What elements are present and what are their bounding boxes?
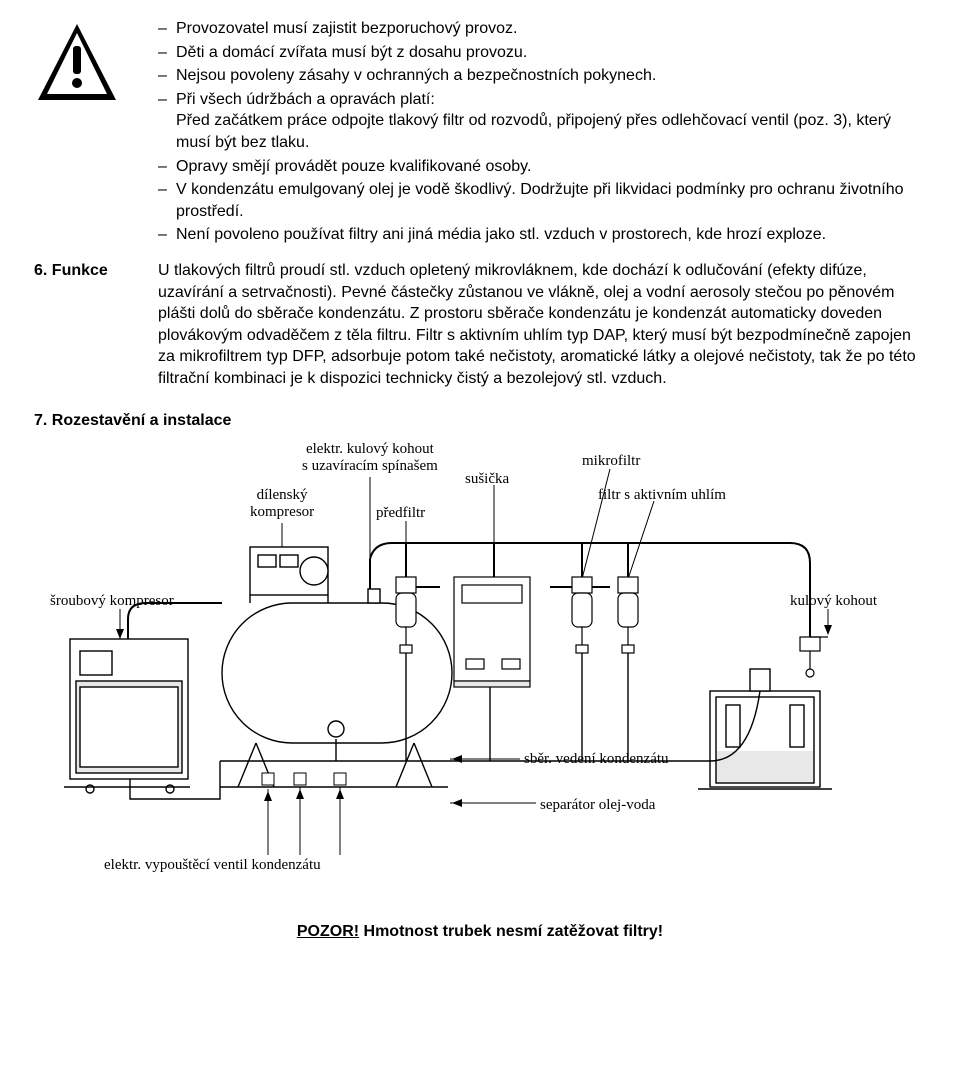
- warning-block: Provozovatel musí zajistit bezporuchový …: [34, 18, 926, 256]
- section-6-text: U tlakových filtrů proudí stl. vzduch op…: [158, 260, 926, 390]
- bullet-list-cell: Provozovatel musí zajistit bezporuchový …: [158, 18, 926, 256]
- installation-diagram: elektr. kulový kohout s uzavíracím spína…: [50, 439, 910, 899]
- bottom-warning: POZOR! Hmotnost trubek nesmí zatěžovat f…: [34, 921, 926, 943]
- section-6-label: 6. Funkce: [34, 260, 158, 282]
- bullet-text: Nejsou povoleny zásahy v ochranných a be…: [176, 67, 656, 84]
- list-item: Při všech údržbách a opravách platí: Pře…: [158, 89, 926, 154]
- section-6-body: U tlakových filtrů proudí stl. vzduch op…: [158, 260, 926, 400]
- list-item: V kondenzátu emulgovaný olej je vodě ško…: [158, 179, 926, 222]
- page: Provozovatel musí zajistit bezporuchový …: [0, 0, 960, 971]
- list-item: Děti a domácí zvířata musí být z dosahu …: [158, 42, 926, 64]
- bullet-text: V kondenzátu emulgovaný olej je vodě ško…: [176, 181, 904, 220]
- warning-prefix: POZOR!: [297, 923, 359, 940]
- bullet-text: Provozovatel musí zajistit bezporuchový …: [176, 20, 517, 37]
- list-item: Provozovatel musí zajistit bezporuchový …: [158, 18, 926, 40]
- section-6: 6. Funkce U tlakových filtrů proudí stl.…: [34, 260, 926, 400]
- bullet-text: Opravy smějí provádět pouze kvalifikovan…: [176, 158, 531, 175]
- bullet-text: Není povoleno používat filtry ani jiná m…: [176, 226, 826, 243]
- warning-text: Hmotnost trubek nesmí zatěžovat filtry!: [359, 923, 663, 940]
- diagram-svg: [50, 439, 910, 899]
- bullet-text: Děti a domácí zvířata musí být z dosahu …: [176, 44, 527, 61]
- list-item: Opravy smějí provádět pouze kvalifikovan…: [158, 156, 926, 178]
- list-item: Nejsou povoleny zásahy v ochranných a be…: [158, 65, 926, 87]
- warning-icon-cell: [34, 18, 158, 115]
- warning-icon: [34, 20, 120, 108]
- section-7-label: 7. Rozestavění a instalace: [34, 410, 926, 432]
- bullet-list: Provozovatel musí zajistit bezporuchový …: [158, 18, 926, 246]
- list-item: Není povoleno používat filtry ani jiná m…: [158, 224, 926, 246]
- bullet-text: Při všech údržbách a opravách platí: Pře…: [176, 91, 891, 151]
